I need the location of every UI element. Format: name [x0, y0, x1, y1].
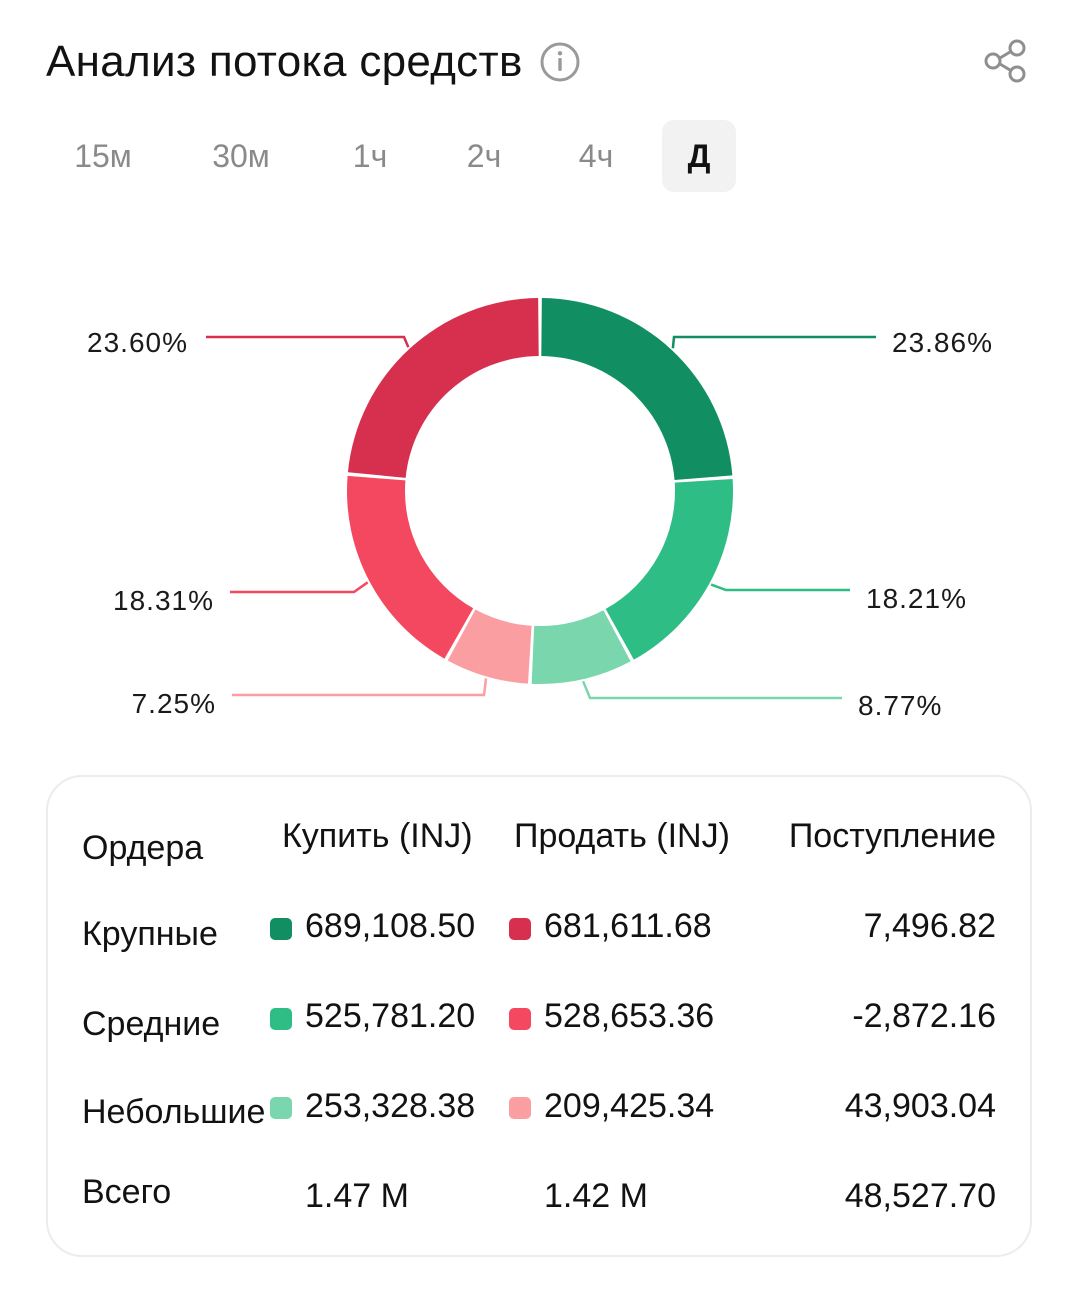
- col-header-inflow: Поступление: [788, 817, 996, 855]
- col-header-buy: Купить (INJ): [282, 817, 473, 855]
- donut-slice-2[interactable]: [531, 610, 631, 684]
- inflow-total-value: 48,527.70: [844, 1177, 996, 1215]
- page-title: Анализ потока средств: [46, 37, 523, 86]
- slice-label-1: 18.21%: [866, 583, 967, 614]
- info-circle-icon[interactable]: [539, 41, 581, 83]
- sell-medium-swatch: [509, 1008, 531, 1030]
- inflow-medium-value: -2,872.16: [852, 997, 996, 1035]
- inflow-small-value: 43,903.04: [844, 1087, 996, 1125]
- donut-slice-5[interactable]: [347, 298, 539, 478]
- slice-label-0: 23.86%: [892, 327, 993, 358]
- inflow-large-value: 7,496.82: [863, 907, 996, 945]
- buy-small-swatch: [270, 1097, 292, 1119]
- row-label-small: Небольшие: [82, 1093, 266, 1131]
- buy-total-value: 1.47 M: [305, 1177, 409, 1215]
- slice-label-3: 7.25%: [132, 688, 216, 719]
- tab-1h[interactable]: 1ч: [352, 138, 388, 174]
- slice-label-2: 8.77%: [858, 690, 942, 721]
- sell-small-value: 209,425.34: [544, 1087, 715, 1125]
- flow-table: Ордера Купить (INJ) Продать (INJ) Поступ…: [46, 775, 1032, 1257]
- leader-line-4: [230, 581, 369, 594]
- col-header-orders: Ордера: [82, 829, 204, 867]
- buy-medium-swatch: [270, 1008, 292, 1030]
- header: Анализ потока средств: [46, 30, 581, 94]
- tab-15m[interactable]: 15м: [74, 138, 132, 174]
- sell-medium-value: 528,653.36: [544, 997, 715, 1035]
- buy-large-swatch: [270, 918, 292, 940]
- leader-line-3: [232, 678, 488, 697]
- buy-small-value: 253,328.38: [305, 1087, 476, 1125]
- slice-label-4: 18.31%: [113, 585, 214, 616]
- share-icon[interactable]: [982, 38, 1028, 84]
- leader-line-0: [671, 335, 876, 349]
- flow-donut-chart: 23.86% 18.21% 8.77% 7.25% 18.31% 23.60%: [87, 298, 993, 721]
- leader-line-2: [581, 680, 842, 700]
- row-label-total: Всего: [82, 1173, 172, 1211]
- buy-large-value: 689,108.50: [305, 907, 476, 945]
- tab-4h[interactable]: 4ч: [578, 138, 614, 174]
- tab-2h[interactable]: 2ч: [466, 138, 502, 174]
- donut-slice-1[interactable]: [605, 479, 733, 660]
- buy-medium-value: 525,781.20: [305, 997, 476, 1035]
- donut-slice-0[interactable]: [541, 298, 733, 481]
- donut-slice-4[interactable]: [347, 475, 474, 659]
- row-label-large: Крупные: [82, 915, 218, 953]
- timeframe-tabs: 15м 30м 1ч 2ч 4ч Д: [46, 120, 786, 192]
- sell-total-value: 1.42 M: [544, 1177, 648, 1215]
- sell-large-value: 681,611.68: [544, 907, 712, 945]
- slice-label-5: 23.60%: [87, 327, 188, 358]
- tab-30m[interactable]: 30м: [212, 138, 270, 174]
- tab-day[interactable]: Д: [662, 120, 736, 192]
- leader-line-1: [710, 583, 850, 592]
- sell-small-swatch: [509, 1097, 531, 1119]
- col-header-sell: Продать (INJ): [514, 817, 730, 855]
- sell-large-swatch: [509, 918, 531, 940]
- leader-line-5: [206, 335, 410, 348]
- donut-slice-3[interactable]: [447, 609, 532, 684]
- row-label-medium: Средние: [82, 1005, 221, 1043]
